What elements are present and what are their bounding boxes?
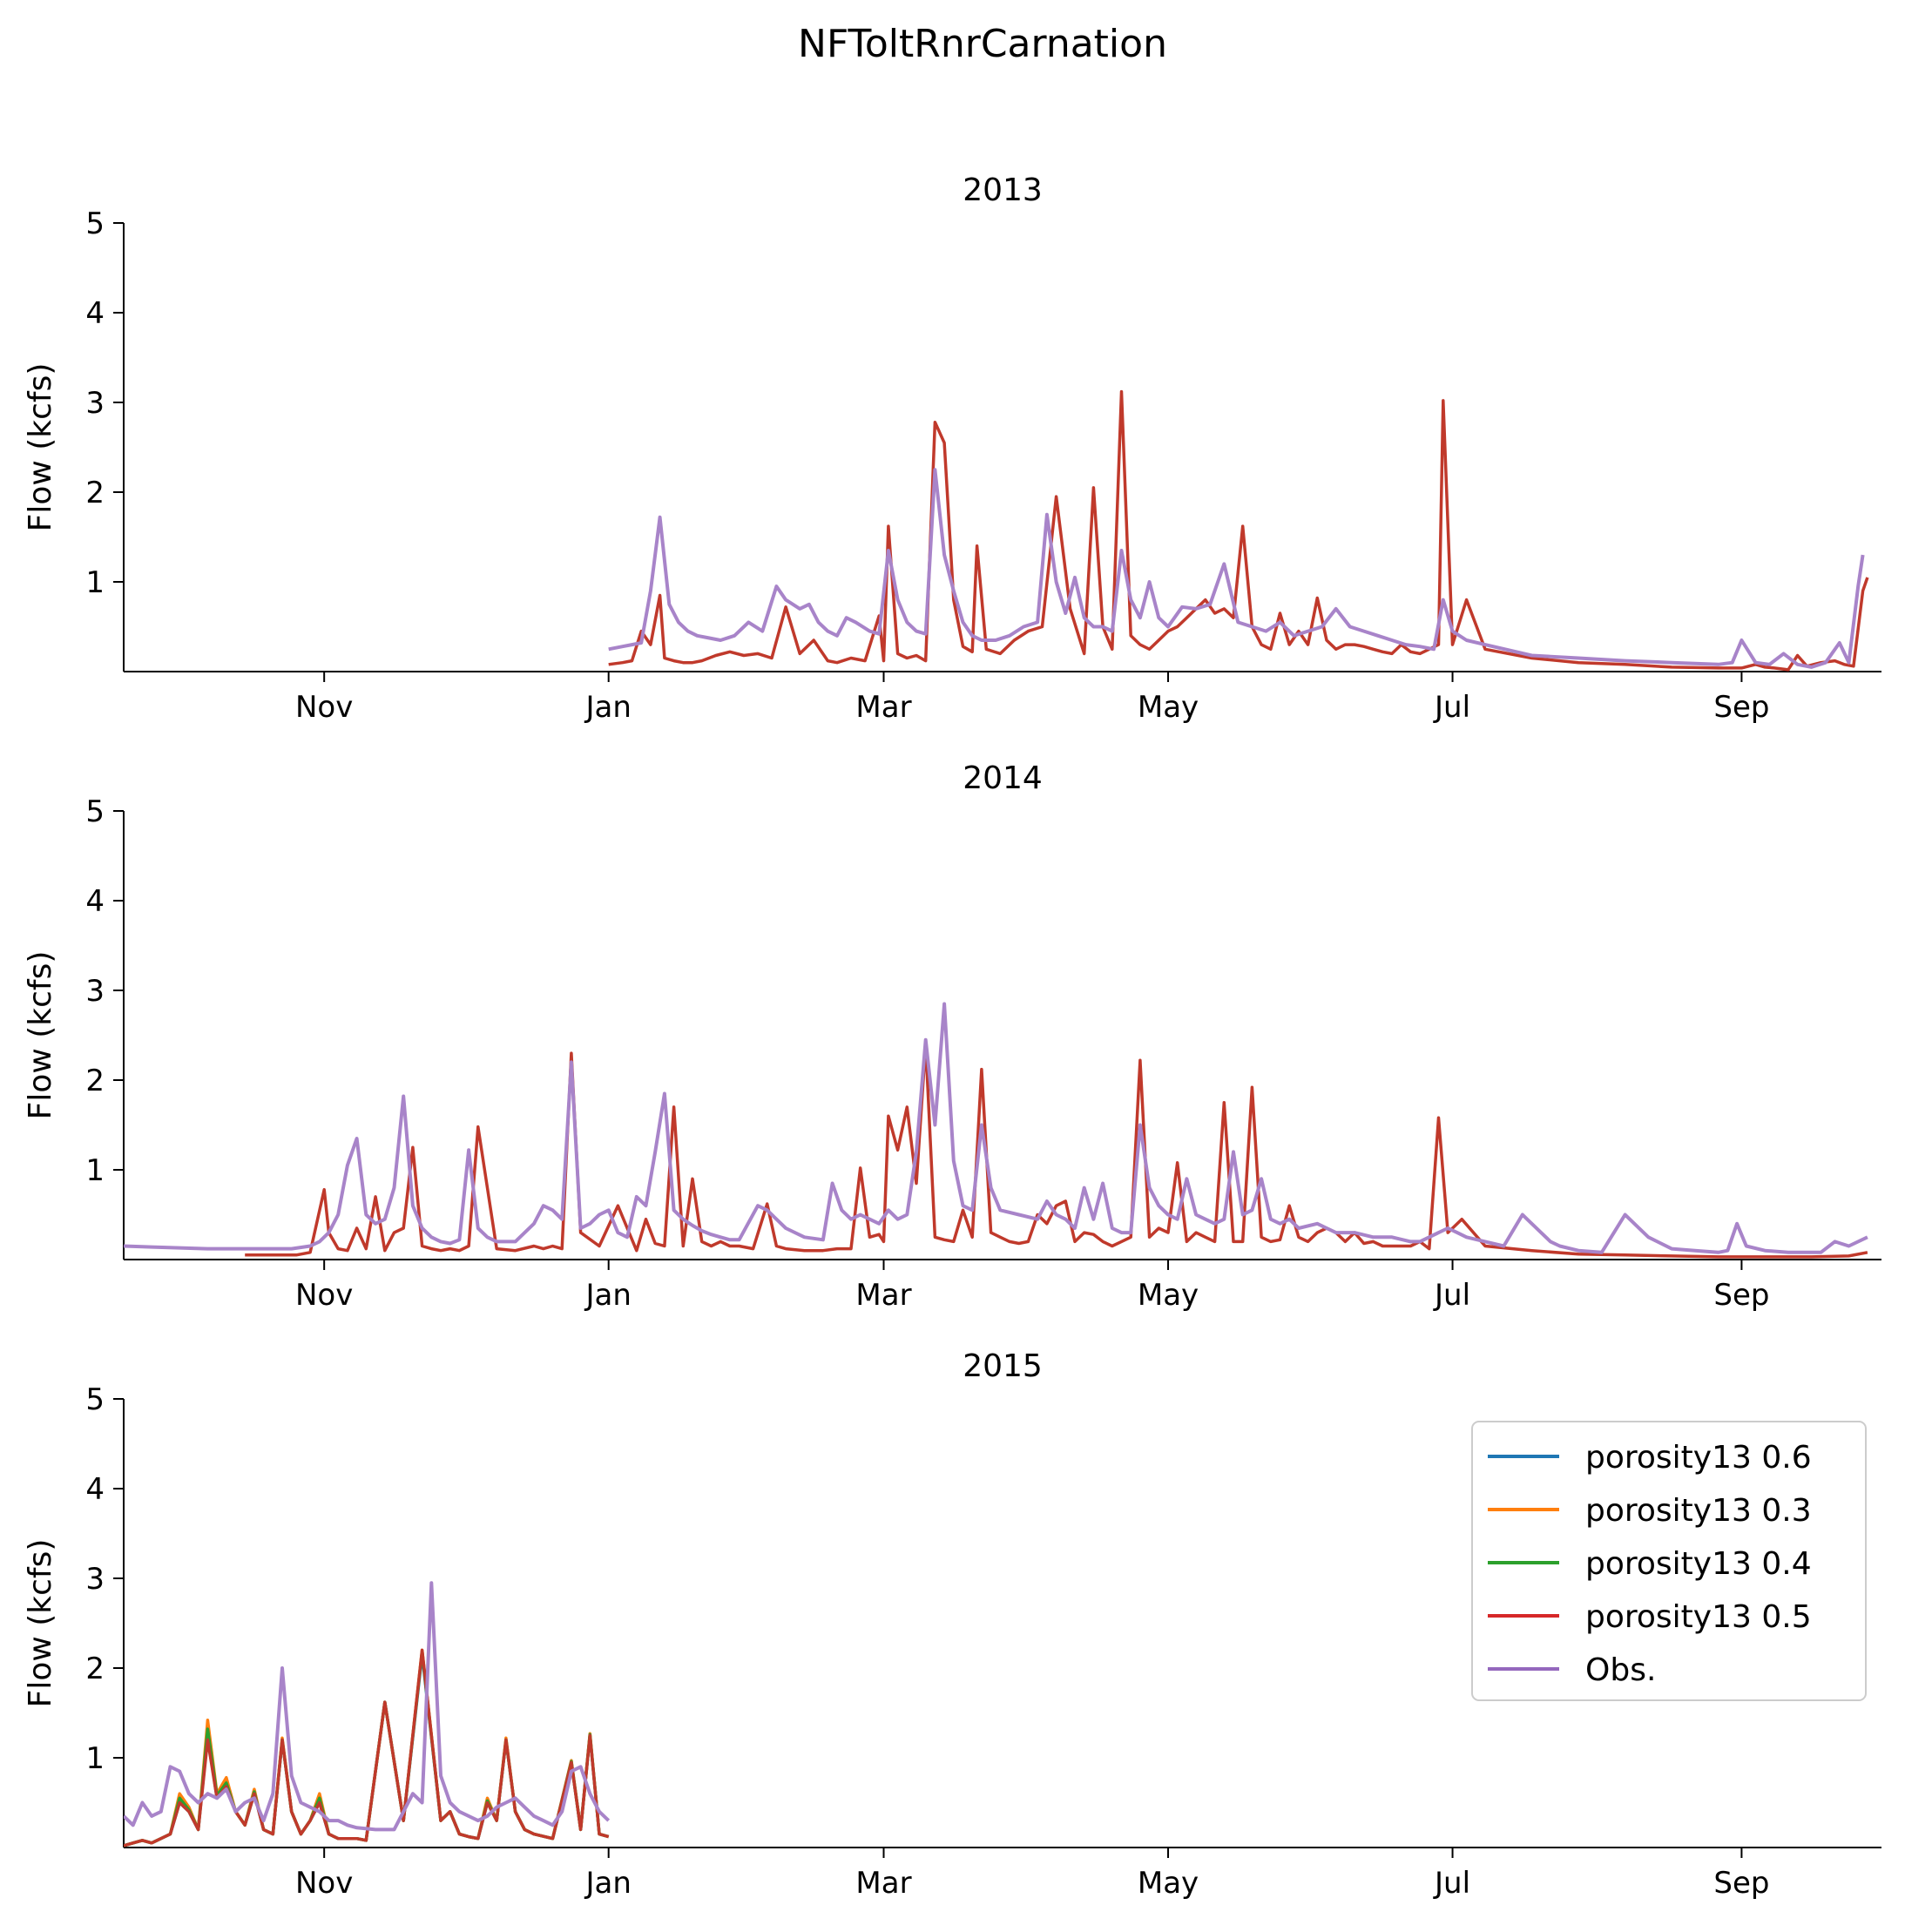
y-tick-label: 2 (85, 476, 105, 510)
figure-title: NFToltRnrCarnation (798, 22, 1167, 66)
x-tick-label: Jan (584, 690, 631, 725)
x-tick-label: May (1138, 1866, 1199, 1901)
x-tick-label: Sep (1713, 1866, 1769, 1901)
legend-frame (1471, 1421, 1867, 1701)
x-tick-label: Jul (1433, 1866, 1470, 1901)
panel-title: 2015 (963, 1348, 1043, 1384)
y-tick-label: 4 (85, 884, 105, 919)
y-tick-label: 3 (85, 386, 105, 421)
panel-2013: 2013 Flow (kcfs) 1 2 3 4 5 Nov Jan Mar May Jul Sep (23, 172, 1881, 725)
x-tick-label: Jul (1433, 690, 1470, 725)
x-tick-label: Jan (584, 1278, 631, 1313)
x-tick-label: May (1138, 690, 1199, 725)
y-tick-label: 1 (85, 1741, 105, 1776)
x-tick-label: Mar (855, 1866, 911, 1901)
x-tick-label: Jan (584, 1866, 631, 1901)
x-tick-label: Nov (295, 1866, 353, 1901)
y-tick-label: 4 (85, 296, 105, 331)
x-tick-label: Nov (295, 1278, 353, 1313)
y-tick-label: 1 (85, 1153, 105, 1188)
series-line-porosity13-0-5 (124, 1648, 610, 1848)
x-tick-label: May (1138, 1278, 1199, 1313)
x-tick-label: Mar (855, 690, 911, 725)
series-line-obs- (124, 1581, 611, 1832)
panel-title: 2014 (963, 760, 1043, 796)
x-tick-label: Nov (295, 690, 353, 725)
x-tick-label: Sep (1713, 1278, 1769, 1313)
y-tick-label: 3 (85, 1562, 105, 1597)
y-tick-label: 4 (85, 1472, 105, 1507)
x-tick-label: Jul (1433, 1278, 1470, 1313)
y-axis-label: Flow (kcfs) (23, 1539, 58, 1708)
x-tick-label: Mar (855, 1278, 911, 1313)
y-tick-label: 5 (85, 794, 105, 829)
series-line-obs- (608, 468, 1865, 669)
legend: porosity13 0.6 porosity13 0.3 porosity13 0… (1471, 1421, 1867, 1701)
y-axis-label: Flow (kcfs) (23, 363, 58, 532)
series-line-obs- (124, 1002, 1868, 1254)
panel-2015: 2015 Flow (kcfs) 1 2 3 4 5 Nov Jan Mar May Jul Sep (23, 1348, 1881, 1901)
legend-entry: porosity13 0.6 (1585, 1440, 1812, 1476)
panel-2014: 2014 Flow (kcfs) 1 2 3 4 5 Nov Jan Mar May Jul Sep (23, 760, 1881, 1313)
legend-entry: porosity13 0.5 (1585, 1599, 1812, 1635)
y-tick-label: 2 (85, 1652, 105, 1686)
y-tick-label: 1 (85, 565, 105, 600)
legend-entry: porosity13 0.4 (1585, 1546, 1812, 1582)
panel-title: 2013 (963, 172, 1043, 208)
y-tick-label: 2 (85, 1064, 105, 1098)
y-tick-label: 5 (85, 206, 105, 241)
y-tick-label: 3 (85, 974, 105, 1009)
series-line-porosity13-0-5 (245, 1043, 1868, 1259)
y-axis-label: Flow (kcfs) (23, 951, 58, 1120)
series-line-porosity13-0-5 (608, 389, 1869, 672)
legend-entry: porosity13 0.3 (1585, 1493, 1812, 1529)
x-tick-label: Sep (1713, 690, 1769, 725)
legend-entry: Obs. (1585, 1652, 1656, 1688)
y-tick-label: 5 (85, 1382, 105, 1417)
